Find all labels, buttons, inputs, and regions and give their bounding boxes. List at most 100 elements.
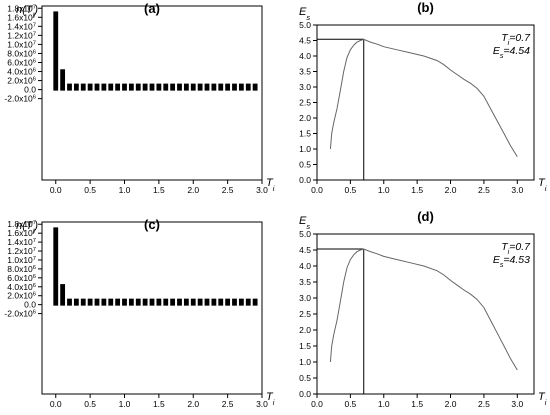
bar — [156, 83, 162, 91]
annotation-es: Es=4.53 — [493, 254, 530, 269]
bar — [87, 83, 93, 91]
y-tick-label: 0.5 — [299, 160, 311, 170]
bar — [232, 83, 237, 91]
y-tick-label: 1.4x107 — [7, 21, 36, 31]
x-tick-label: 1.0 — [119, 399, 131, 409]
y-axis-label: Es — [299, 215, 310, 231]
y-tick-label: 1.2x107 — [7, 30, 36, 40]
y-tick-label: 6.0x106 — [7, 57, 36, 67]
y-tick-label: 2.5 — [299, 98, 311, 108]
bar-series — [53, 227, 258, 306]
x-tick-label: 3.0 — [256, 399, 268, 409]
bar — [197, 298, 203, 306]
bar — [128, 298, 134, 306]
x-tick-label: 3.0 — [511, 399, 523, 409]
y-tick-label: 1.0x107 — [7, 255, 36, 265]
x-tick-label: 2.5 — [222, 185, 234, 195]
x-tick-label: 0.0 — [311, 399, 323, 409]
y-tick-label: 2.0x106 — [7, 291, 36, 301]
x-tick-label: 2.5 — [478, 399, 490, 409]
y-tick-label: 3.0 — [299, 293, 311, 303]
x-tick-label: 0.0 — [50, 185, 62, 195]
x-tick-label: 2.0 — [187, 185, 199, 195]
bar — [53, 227, 59, 306]
x-tick-label: 2.5 — [478, 185, 490, 195]
bar — [245, 83, 251, 91]
x-axis-label: Ti — [266, 177, 275, 193]
bar — [80, 298, 86, 306]
x-tick-label: 1.5 — [153, 399, 165, 409]
bar — [135, 83, 141, 91]
y-tick-label: 5.0 — [299, 229, 311, 239]
y-tick-label: 8.0x106 — [7, 264, 36, 274]
bar — [67, 83, 72, 91]
x-tick-label: 0.5 — [344, 399, 356, 409]
bar — [122, 83, 127, 91]
y-tick-label: 0.0 — [299, 389, 311, 399]
x-tick-label: 3.0 — [511, 185, 523, 195]
bar — [101, 298, 107, 306]
x-axis-label: Ti — [266, 391, 275, 407]
y-tick-label: 1.0 — [299, 357, 311, 367]
bar — [252, 298, 258, 306]
bar — [232, 298, 237, 306]
x-tick-label: 0.5 — [344, 185, 356, 195]
y-tick-label: 6.0x106 — [7, 273, 36, 283]
y-tick-label: 8.0x106 — [7, 48, 36, 58]
bar — [238, 83, 244, 91]
bar — [94, 83, 100, 91]
bar — [60, 69, 66, 91]
bar — [149, 298, 155, 306]
bar — [135, 298, 141, 306]
x-tick-label: 2.0 — [187, 399, 199, 409]
bar — [108, 83, 114, 91]
bar — [245, 298, 251, 306]
y-tick-label: 1.0 — [299, 144, 311, 154]
y-tick-label: 3.0 — [299, 82, 311, 92]
bar — [87, 298, 93, 306]
bar — [163, 83, 169, 91]
y-tick-label: 5.0 — [299, 20, 311, 30]
bar — [177, 298, 182, 306]
x-axis-label: Ti — [538, 391, 547, 407]
bar — [142, 298, 148, 306]
y-tick-label: 1.8x107 — [7, 3, 36, 13]
x-tick-label: 0.5 — [84, 399, 96, 409]
y-axis-label: Es — [299, 6, 310, 22]
bar — [211, 83, 217, 91]
x-tick-label: 1.0 — [119, 185, 131, 195]
y-tick-label: 4.5 — [299, 245, 311, 255]
annotation-ti: Ti=0.7 — [501, 32, 531, 47]
y-tick-label: 1.2x107 — [7, 246, 36, 256]
x-tick-label: 1.0 — [378, 185, 390, 195]
panel-b: 0.0 0.5 1.0 1.5 2.0 2.5 3.0 0.0 0.5 1.0 1.5 2.0 2.5 3… — [299, 0, 547, 195]
y-tick-label: 3.5 — [299, 67, 311, 77]
annotation-ti: Ti=0.7 — [501, 241, 531, 256]
es-curve — [329, 248, 518, 371]
panel-label: (a) — [144, 1, 160, 16]
y-tick-label: 1.5 — [299, 129, 311, 139]
bar-series — [53, 11, 258, 91]
bar — [67, 298, 72, 306]
y-tick-label: 4.0 — [299, 51, 311, 61]
y-tick-label: 0.5 — [299, 373, 311, 383]
x-tick-label: 2.0 — [445, 399, 457, 409]
bar — [204, 298, 210, 306]
y-tick-label: 0.0 — [299, 175, 311, 185]
y-tick-label: 1.6x107 — [7, 228, 36, 238]
y-tick-label: 1.8x107 — [7, 219, 36, 229]
annotation-es: Es=4.54 — [493, 45, 530, 60]
x-tick-label: 2.0 — [445, 185, 457, 195]
bar — [101, 83, 107, 91]
x-tick-label: 1.5 — [153, 185, 165, 195]
bar — [115, 298, 121, 306]
bar — [73, 298, 79, 306]
y-tick-label: 0.0 — [24, 85, 36, 95]
panel-d: 0.0 0.5 1.0 1.5 2.0 2.5 3.0 0.0 0.5 1.0 1.5 2.0 2.5 3… — [299, 209, 547, 409]
x-tick-label: 1.5 — [411, 399, 423, 409]
bar — [149, 83, 155, 91]
y-tick-label: 1.0x107 — [7, 39, 36, 49]
bar — [190, 298, 196, 306]
plot-frame — [41, 221, 263, 395]
y-tick-label: 2.0 — [299, 113, 311, 123]
